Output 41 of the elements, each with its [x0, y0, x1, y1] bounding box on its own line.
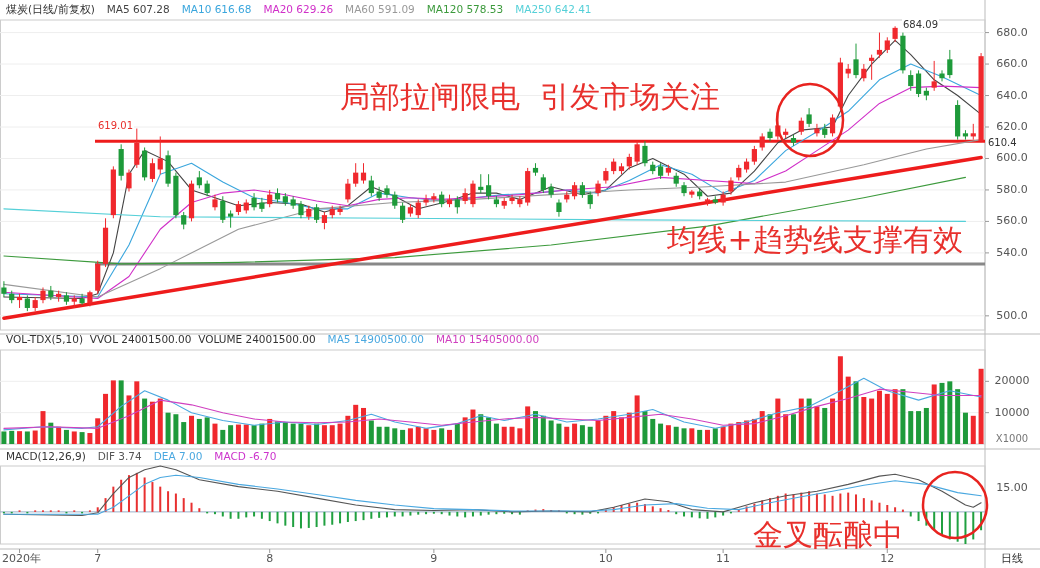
- y-tick-label: 20000: [994, 374, 1030, 388]
- x-tick-label: 10: [598, 552, 613, 565]
- y-tick-label: 640.0: [996, 88, 1028, 102]
- x-tick-label: 2020年: [2, 552, 41, 565]
- x-tick-label: 8: [266, 552, 274, 565]
- y-tick-label: 540.0: [996, 245, 1028, 259]
- text: MA5 607.28: [106, 3, 170, 15]
- y-tick-label: 660.0: [996, 57, 1028, 71]
- chart-title: VOL-TDX(5,10) VVOL 24001500.00 VOLUME 24001500.00: [6, 333, 316, 345]
- series-label: DIF 3.74: [97, 450, 143, 462]
- x-tick-label: 9: [430, 552, 438, 565]
- y-tick-label: 580.0: [996, 182, 1028, 196]
- text: MA120 578.53: [426, 3, 504, 15]
- text: 15.00: [996, 481, 1028, 494]
- x-tick-label: 11: [716, 552, 731, 565]
- text: MA60 591.09: [345, 3, 415, 15]
- annotation: 局部拉闸限电 引发市场关注: [340, 79, 720, 114]
- annotation: 619.01: [98, 120, 133, 131]
- x-tick-label: 7: [94, 552, 102, 565]
- text: MACD -6.70: [214, 450, 277, 462]
- chart-title: MACD(12,26,9): [6, 450, 86, 462]
- x-tick-label: 12: [880, 552, 895, 565]
- text: MA10 15405000.00: [436, 333, 540, 345]
- annotation: 金叉酝酿中: [753, 517, 903, 552]
- text: MA10 616.68: [181, 3, 252, 15]
- text: 610.4: [988, 137, 1017, 148]
- text: X1000: [995, 433, 1029, 444]
- text: MA20 629.26: [263, 3, 334, 15]
- annotation: 均线+趋势线支撑有效: [666, 222, 963, 257]
- y-tick-label: 600.0: [996, 151, 1028, 165]
- chart-title: 煤炭(日线/前复权): [6, 3, 95, 15]
- y-tick-label: 10000: [994, 405, 1030, 419]
- y-tick-label: 500.0: [996, 308, 1028, 322]
- y-tick-label: 560.0: [996, 214, 1028, 228]
- series-label: DEA 7.00: [153, 450, 203, 462]
- text: MA5 14900500.00: [327, 333, 424, 345]
- text: 日线: [1001, 552, 1023, 565]
- y-tick-label: 620.0: [996, 120, 1028, 134]
- annotation: 684.09: [903, 19, 938, 30]
- text: MA250 642.41: [515, 3, 592, 15]
- y-tick-label: 680.0: [996, 25, 1028, 39]
